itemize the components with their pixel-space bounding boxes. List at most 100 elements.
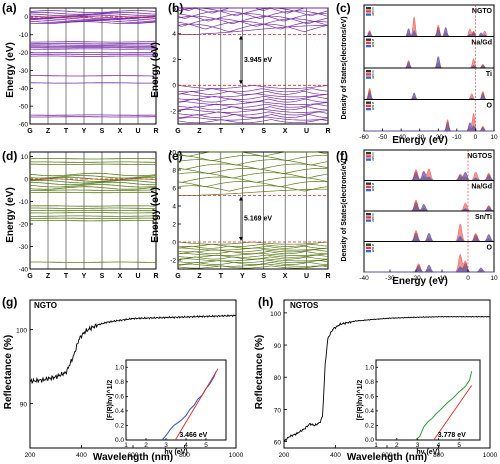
ylabel-h: Reflectance (%) <box>254 335 265 409</box>
legend-label-d: d <box>372 187 374 192</box>
kpoint-label-S: S <box>261 273 266 280</box>
valence-band <box>177 247 329 251</box>
inset-x-tick-label: 2 <box>144 442 148 449</box>
dos-row-label: Na/Gd <box>471 184 492 191</box>
inset-ylabel: [F(R)hv]^1/2 <box>356 380 364 421</box>
inset-x-tick-label: 1 <box>374 442 378 449</box>
band-structure-d: G Z T Y S X U R 10 0 -10 -20 -30 -40 <box>19 151 159 280</box>
tangent-line <box>174 368 219 441</box>
kpoint-label-G: G <box>175 273 181 280</box>
panel-letter-b: (b) <box>168 1 183 15</box>
legend-label-d: d <box>372 75 374 80</box>
y-tick-label: -2 <box>170 257 176 264</box>
inset-y-tick-label: 0.8 <box>365 379 374 386</box>
valence-band <box>177 116 329 121</box>
legend-swatch-d <box>366 44 371 48</box>
panel-letter-g: (g) <box>2 295 17 309</box>
plot-frame <box>29 7 157 125</box>
sample-h: NGTOS <box>290 301 319 310</box>
inset-xlabel: hv (eV) <box>416 449 439 456</box>
inset-y-tick-label: 0.2 <box>365 422 374 429</box>
legend-label-p: p <box>372 72 375 77</box>
valence-band <box>177 106 328 111</box>
x-tick-label: -30 <box>385 275 395 282</box>
panel-letter-c: (c) <box>336 1 351 15</box>
dos-p-curve <box>364 88 494 100</box>
legend-swatch-d <box>366 249 371 253</box>
band-line <box>29 184 157 188</box>
x-tick-label: -20 <box>411 275 421 282</box>
kpoint-label-Y: Y <box>240 273 245 280</box>
dos-d-curve <box>364 203 495 212</box>
ylabel-f: Density of States(electrons/eV) <box>341 158 348 261</box>
inset-x-tick-label: 1 <box>124 442 128 449</box>
conduction-band <box>177 21 329 30</box>
legend-label-d: d <box>372 12 374 17</box>
y-tick-label: 4 <box>172 31 176 38</box>
x-tick-label: 600 <box>382 452 393 459</box>
inset-y-tick-label: 0.4 <box>365 408 374 415</box>
kpoint-label-Z: Z <box>46 128 51 135</box>
reflectance-h: 200 400 600 800 1000 60 70 80 90 100 1 2 3 4 5 0.0 0.2 0.… <box>270 299 498 459</box>
band-line <box>29 217 156 219</box>
ylabel-d: Energy (eV) <box>5 187 16 243</box>
legend-label-d: d <box>372 218 374 223</box>
inset-frame <box>125 359 227 441</box>
inset-curve <box>415 371 473 441</box>
conduction-band <box>178 154 329 161</box>
valence-band <box>177 93 329 98</box>
y-tick-label: 80 <box>274 375 282 382</box>
band-line <box>30 181 157 186</box>
conduction-band <box>178 25 328 35</box>
y-tick-label: -30 <box>19 68 29 75</box>
x-tick-label: -40 <box>396 134 406 141</box>
kpoint-label-R: R <box>153 128 158 135</box>
legend-swatch-p <box>366 246 371 250</box>
y-tick-label: 60 <box>274 440 282 447</box>
band-line <box>29 175 157 179</box>
ylabel-e: Energy (eV) <box>150 187 161 243</box>
x-tick-label: -10 <box>437 275 447 282</box>
band-line <box>29 12 157 15</box>
inset-y-tick-label: 0.0 <box>115 437 124 444</box>
legend-label-p: p <box>372 154 375 159</box>
inset-curve <box>161 371 217 441</box>
valence-band <box>177 84 329 89</box>
dos-p-curve <box>364 16 494 37</box>
valence-band <box>177 265 329 269</box>
xlabel-g: Wavelength (nm) <box>93 452 173 463</box>
conduction-band <box>177 15 329 24</box>
inset-xlabel: hv (eV) <box>164 449 187 456</box>
y-tick-label: -20 <box>19 221 29 228</box>
legend-swatch-s <box>366 213 371 216</box>
band-structure-b: G Z T Y S X U R 6 4 2 0 -2 3.945 eV <box>170 5 330 135</box>
kpoint-label-X: X <box>283 128 288 135</box>
dos-row-label: Sn/Ti <box>475 214 492 221</box>
y-tick-label: -30 <box>19 244 29 251</box>
kpoint-label-S: S <box>100 273 105 280</box>
kpoint-label-R: R <box>325 273 330 280</box>
legend-swatch-s <box>366 101 371 104</box>
band-structure-a: G Z T Y S X U R 0 -10 -20 -30 -40 -50 -60 <box>19 7 159 135</box>
inset-y-tick-label: 0.8 <box>115 379 124 386</box>
xlabel-f: Energy (eV) <box>392 276 448 287</box>
conduction-band <box>177 163 329 170</box>
y-tick-label: 0 <box>172 239 176 246</box>
gap-arrow-head-top <box>239 35 243 40</box>
legend-label-d: d <box>372 248 374 253</box>
legend-label-p: p <box>372 184 375 189</box>
kpoint-label-G: G <box>27 128 33 135</box>
legend-label-d: d <box>372 43 374 48</box>
dos-d-curve <box>364 92 494 100</box>
x-tick-label: 800 <box>433 452 444 459</box>
ylabel-c: Density of States(electrons/eV) <box>341 16 348 119</box>
y-tick-label: 2 <box>172 57 176 64</box>
inset-y-tick-label: 0.2 <box>115 422 124 429</box>
band-line <box>30 163 156 165</box>
dos-d-curve <box>364 26 494 37</box>
y-tick-label: 100 <box>16 328 27 335</box>
inset-y-tick-label: 1.0 <box>365 364 374 371</box>
inset-x-tick-label: 5 <box>457 442 461 449</box>
